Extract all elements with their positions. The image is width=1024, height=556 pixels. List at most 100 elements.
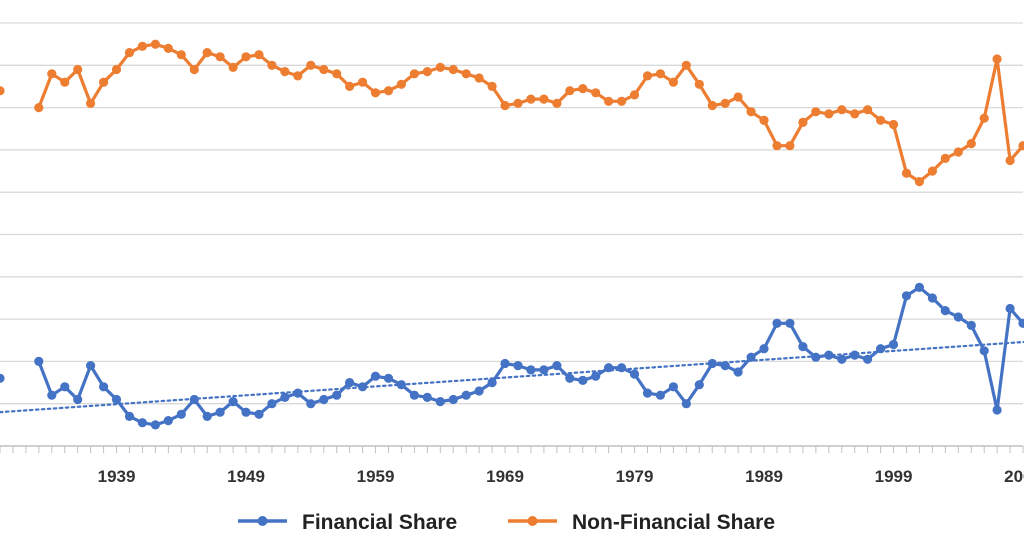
data-point bbox=[1005, 303, 1015, 314]
data-point bbox=[319, 394, 329, 405]
data-point bbox=[189, 394, 199, 405]
data-point bbox=[707, 100, 717, 111]
data-point bbox=[422, 392, 432, 402]
data-point bbox=[396, 380, 406, 390]
data-point bbox=[487, 81, 497, 91]
data-point bbox=[578, 375, 588, 385]
data-point bbox=[280, 392, 290, 402]
data-point bbox=[474, 73, 484, 83]
x-tick-label: 1969 bbox=[486, 467, 524, 486]
data-point bbox=[306, 60, 316, 70]
data-point bbox=[694, 79, 704, 89]
data-point bbox=[383, 373, 394, 383]
data-point bbox=[940, 306, 950, 316]
data-point bbox=[254, 50, 264, 60]
data-point bbox=[487, 378, 497, 388]
data-point bbox=[824, 350, 834, 360]
data-point bbox=[811, 352, 821, 362]
data-point bbox=[539, 365, 549, 375]
legend-financial-marker bbox=[257, 516, 268, 526]
data-point bbox=[47, 69, 57, 79]
data-point bbox=[940, 153, 950, 163]
data-point bbox=[681, 60, 691, 70]
data-point bbox=[888, 119, 899, 130]
data-point bbox=[850, 350, 860, 360]
data-point bbox=[124, 411, 135, 421]
data-point bbox=[435, 397, 445, 407]
data-point bbox=[435, 62, 445, 72]
data-point bbox=[604, 96, 614, 106]
data-point bbox=[720, 98, 730, 108]
data-point bbox=[552, 98, 562, 108]
data-point bbox=[47, 390, 57, 400]
data-point bbox=[655, 390, 666, 400]
data-point bbox=[461, 390, 471, 400]
data-point bbox=[228, 397, 238, 407]
data-point bbox=[99, 382, 109, 392]
data-point bbox=[228, 62, 238, 72]
data-point bbox=[358, 77, 368, 87]
data-point bbox=[720, 361, 730, 371]
data-point bbox=[137, 41, 147, 51]
data-point bbox=[863, 105, 873, 115]
data-point bbox=[345, 81, 355, 91]
data-point bbox=[124, 48, 135, 58]
data-point bbox=[539, 94, 549, 104]
data-point bbox=[733, 92, 743, 102]
data-point bbox=[0, 373, 5, 383]
trendline bbox=[0, 340, 1024, 414]
data-point bbox=[150, 39, 160, 49]
data-point bbox=[513, 98, 523, 108]
data-point bbox=[668, 77, 679, 87]
data-point bbox=[746, 107, 756, 117]
financial-trendline bbox=[0, 340, 1024, 414]
data-point bbox=[306, 399, 316, 409]
data-point bbox=[163, 43, 173, 54]
data-point bbox=[461, 69, 471, 79]
x-tick-label: 1959 bbox=[357, 467, 395, 486]
data-point bbox=[811, 107, 821, 117]
data-point bbox=[293, 71, 303, 81]
data-point bbox=[0, 86, 5, 96]
data-point bbox=[694, 380, 704, 390]
data-point bbox=[86, 98, 96, 108]
data-point bbox=[992, 54, 1002, 64]
data-point bbox=[241, 407, 251, 417]
data-point bbox=[914, 177, 925, 187]
data-point bbox=[383, 86, 394, 96]
data-point bbox=[992, 405, 1002, 415]
data-point bbox=[500, 100, 510, 111]
data-point bbox=[876, 344, 886, 354]
data-point bbox=[617, 363, 627, 373]
data-point bbox=[163, 416, 173, 426]
data-point bbox=[215, 52, 225, 62]
data-point bbox=[267, 60, 277, 70]
data-point bbox=[176, 50, 186, 60]
data-point bbox=[60, 382, 70, 392]
data-point bbox=[409, 390, 419, 400]
data-point bbox=[332, 390, 342, 400]
data-point bbox=[668, 382, 679, 392]
data-point bbox=[642, 71, 653, 81]
data-point bbox=[901, 168, 912, 178]
data-point bbox=[914, 282, 925, 292]
data-point bbox=[422, 67, 432, 77]
data-point bbox=[332, 69, 342, 79]
data-point bbox=[655, 69, 666, 79]
x-tick-label: 1979 bbox=[616, 467, 654, 486]
data-point bbox=[370, 371, 381, 381]
data-point bbox=[681, 399, 691, 409]
data-point bbox=[370, 88, 381, 98]
series-non-financial bbox=[0, 39, 1024, 187]
data-point bbox=[798, 342, 808, 352]
data-point bbox=[526, 365, 536, 375]
data-point bbox=[111, 394, 122, 405]
data-point bbox=[202, 411, 212, 421]
x-tick-label: 1939 bbox=[98, 467, 136, 486]
data-point bbox=[953, 147, 963, 157]
data-point bbox=[837, 105, 847, 115]
data-point bbox=[254, 409, 264, 419]
data-point bbox=[927, 293, 938, 303]
data-point bbox=[215, 407, 225, 417]
